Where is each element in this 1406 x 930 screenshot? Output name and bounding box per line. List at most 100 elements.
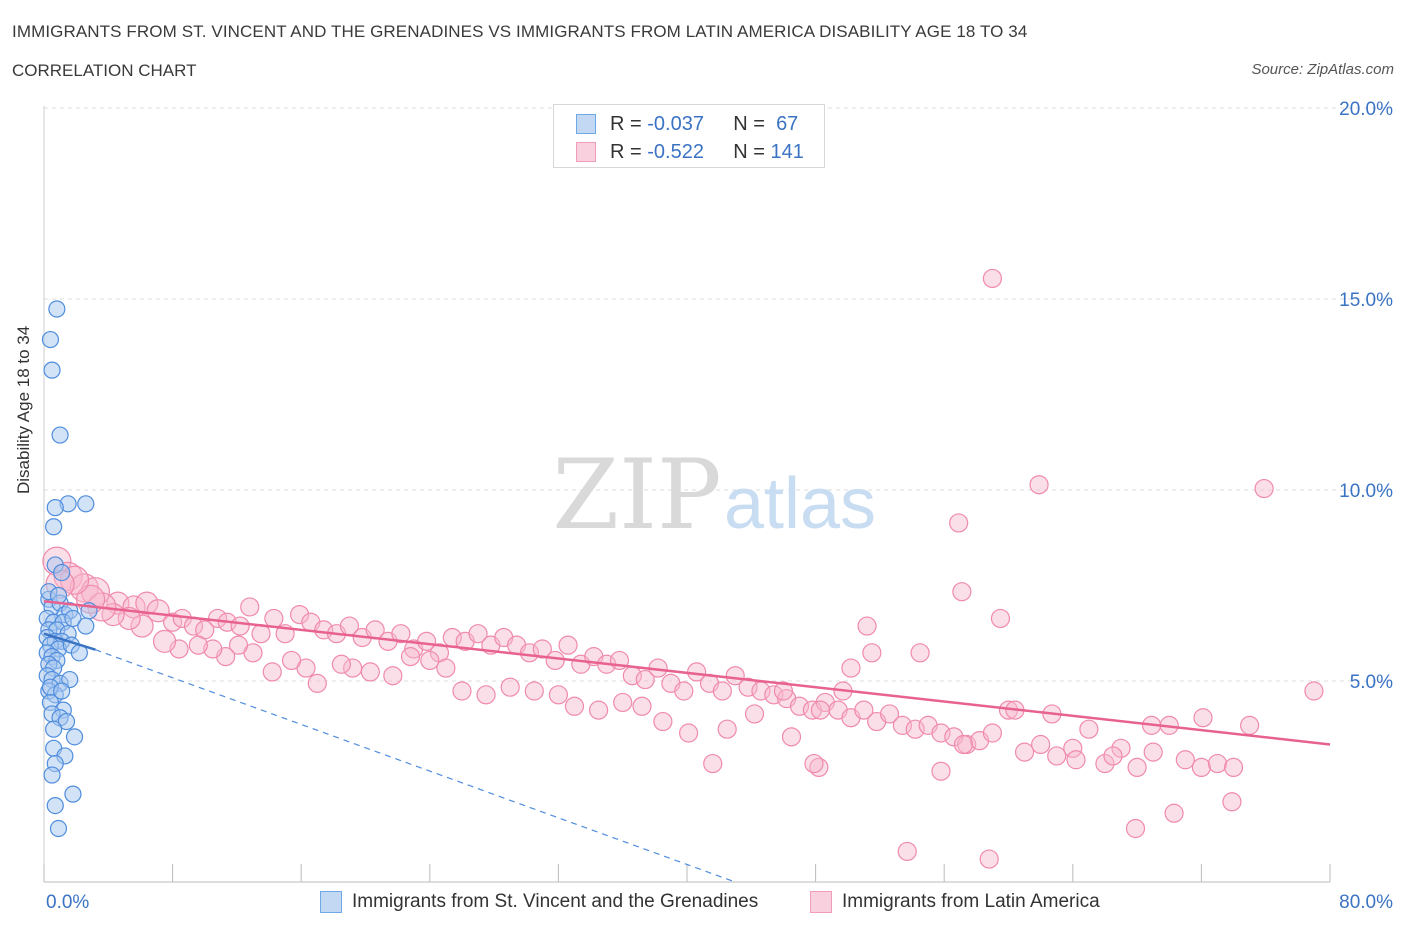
latin-america-point bbox=[519, 643, 540, 663]
latin-america-point bbox=[1125, 818, 1146, 839]
latin-america-point bbox=[588, 700, 609, 720]
latin-america-point bbox=[1031, 734, 1051, 755]
latin-america-point bbox=[862, 643, 882, 663]
latin-america-point bbox=[810, 700, 831, 720]
y-tick-label: 15.0% bbox=[1339, 290, 1393, 311]
bottom-legend-label: Immigrants from Latin America bbox=[842, 891, 1100, 912]
st-vincent-point bbox=[53, 563, 71, 582]
latin-america-point bbox=[952, 582, 972, 602]
latin-america-point bbox=[789, 696, 810, 716]
latin-america-point bbox=[230, 616, 250, 636]
latin-america-point bbox=[653, 711, 673, 732]
legend-r-value: -0.037 bbox=[647, 112, 704, 135]
latin-america-point bbox=[841, 658, 861, 678]
latin-america-point bbox=[251, 624, 271, 644]
latin-america-point bbox=[452, 681, 472, 701]
latin-america-point bbox=[262, 662, 282, 682]
latin-america-point bbox=[613, 692, 633, 713]
st-vincent-point bbox=[77, 617, 95, 635]
bottom-legend-latin-america: Immigrants from Latin America bbox=[810, 889, 1100, 915]
y-tick-label: 20.0% bbox=[1339, 99, 1393, 120]
latin-america-point bbox=[982, 723, 1003, 743]
watermark-zip: ZIP bbox=[552, 439, 721, 551]
latin-america-point bbox=[1193, 708, 1213, 728]
latin-america-point bbox=[857, 616, 877, 636]
st-vincent-point bbox=[45, 720, 63, 738]
latin-america-point bbox=[420, 650, 440, 671]
latin-america-point bbox=[400, 647, 421, 667]
trend-lines bbox=[43, 599, 1331, 883]
latin-america-point bbox=[635, 669, 655, 690]
source-label: Source: ZipAtlas.com bbox=[1251, 61, 1394, 78]
latin-america-point bbox=[712, 681, 732, 701]
latin-america-point bbox=[314, 620, 334, 640]
latin-america-point bbox=[1254, 478, 1274, 499]
latin-america-point bbox=[892, 715, 913, 735]
latin-america-point bbox=[990, 608, 1011, 629]
latin-america-point bbox=[1207, 753, 1228, 774]
legend-row-st-vincent: R = -0.037 N = 67 bbox=[576, 112, 798, 136]
st-vincent-point bbox=[45, 518, 63, 536]
st-vincent-point bbox=[77, 495, 95, 513]
x-tick-label: 0.0% bbox=[46, 892, 89, 913]
latin-america-point bbox=[1063, 738, 1083, 758]
st-vincent-point bbox=[49, 819, 68, 838]
latin-america-point bbox=[1095, 753, 1115, 774]
legend-n-value: 67 bbox=[776, 112, 799, 135]
latin-america-point bbox=[1191, 757, 1212, 778]
bottom-legend-swatch-pink bbox=[810, 891, 832, 913]
st-vincent-point bbox=[64, 785, 82, 803]
watermark: ZIP atlas bbox=[552, 439, 876, 551]
latin-america-point bbox=[228, 635, 249, 655]
latin-america-point bbox=[545, 650, 565, 671]
legend-n-value: 141 bbox=[770, 140, 804, 163]
latin-america-trend-line bbox=[43, 599, 1331, 746]
latin-america-point bbox=[1111, 738, 1131, 758]
grid-lines bbox=[44, 107, 1392, 682]
latin-america-point bbox=[558, 635, 578, 655]
latin-america-point bbox=[703, 753, 723, 774]
latin-america-point bbox=[632, 696, 652, 716]
latin-america-point bbox=[130, 614, 154, 638]
latin-america-point bbox=[854, 700, 874, 720]
latin-america-point bbox=[764, 685, 784, 705]
latin-america-point bbox=[773, 681, 794, 701]
latin-america-point bbox=[203, 639, 223, 659]
latin-america-point bbox=[331, 654, 351, 674]
latin-america-point bbox=[240, 597, 260, 617]
st-vincent-point bbox=[51, 426, 69, 444]
st-vincent-point bbox=[41, 330, 60, 349]
latin-america-point bbox=[674, 681, 694, 701]
st-vincent-point bbox=[46, 796, 64, 815]
latin-america-point bbox=[953, 734, 974, 755]
legend-row-latin-america: R = -0.522 N = 141 bbox=[576, 140, 804, 164]
y-tick-label: 10.0% bbox=[1339, 481, 1393, 502]
x-tick-label: 80.0% bbox=[1339, 892, 1393, 913]
latin-america-point bbox=[1223, 757, 1244, 778]
series-latin-america-points bbox=[42, 268, 1324, 869]
latin-america-point bbox=[982, 268, 1003, 289]
legend-r-label: R = bbox=[610, 140, 642, 163]
latin-america-point bbox=[949, 513, 969, 533]
latin-america-point bbox=[468, 624, 488, 644]
bottom-legend-swatch-blue bbox=[320, 891, 342, 913]
latin-america-point bbox=[146, 599, 170, 623]
latin-america-point bbox=[725, 666, 745, 686]
latin-america-point bbox=[979, 849, 999, 869]
latin-america-point bbox=[307, 673, 327, 693]
latin-america-point bbox=[931, 761, 951, 781]
latin-america-point bbox=[476, 685, 496, 705]
latin-america-point bbox=[679, 723, 699, 743]
st-vincent-point bbox=[53, 682, 71, 700]
y-tick-label: 5.0% bbox=[1350, 672, 1393, 693]
latin-america-point bbox=[1222, 792, 1242, 812]
latin-america-point bbox=[500, 677, 520, 697]
series-st-vincent-points bbox=[38, 300, 98, 838]
bottom-legend-label: Immigrants from St. Vincent and the Gren… bbox=[352, 891, 759, 912]
latin-america-point bbox=[1127, 757, 1147, 778]
latin-america-point bbox=[281, 650, 302, 671]
latin-america-point bbox=[1103, 746, 1123, 766]
chart-subtitle: CORRELATION CHART bbox=[12, 61, 197, 80]
st-vincent-trend-line bbox=[43, 632, 96, 651]
latin-america-point bbox=[524, 681, 544, 701]
